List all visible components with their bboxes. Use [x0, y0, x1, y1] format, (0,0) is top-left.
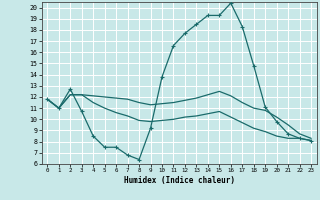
X-axis label: Humidex (Indice chaleur): Humidex (Indice chaleur): [124, 176, 235, 185]
